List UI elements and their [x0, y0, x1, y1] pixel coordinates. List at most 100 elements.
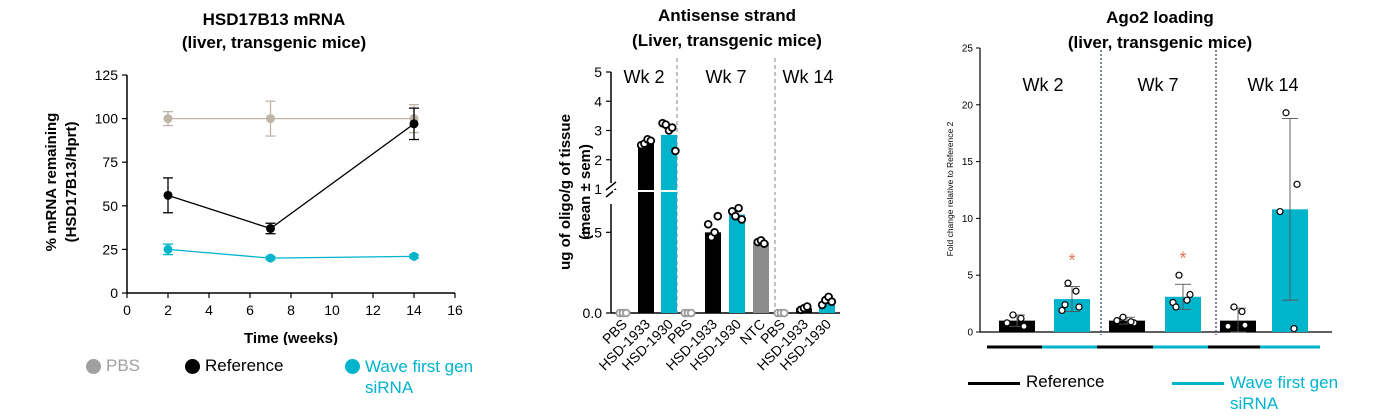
y-tick-label: 25 [962, 44, 974, 55]
bar [705, 232, 721, 313]
group-label: Wk 14 [1247, 75, 1298, 95]
data-point [737, 215, 747, 224]
legend-label: PBS [106, 356, 141, 375]
data-point [1238, 307, 1246, 316]
legend-label: Wave first gen siRNA [1230, 372, 1338, 414]
group-label: Wk 2 [623, 67, 664, 87]
axis-break-gap [613, 190, 840, 192]
legend-label-line-2: siRNA [1230, 394, 1279, 413]
data-point [1183, 296, 1191, 304]
y-tick-label: 100 [95, 111, 119, 127]
bar [819, 303, 835, 313]
data-point [1020, 322, 1028, 330]
y-tick-label: 15 [962, 157, 974, 168]
group-label: Wk 7 [1137, 75, 1178, 95]
reference-line-icon [968, 382, 1020, 385]
legend-item-wave: Wave first gen siRNA [345, 356, 473, 398]
y-tick-label: 75 [102, 154, 118, 170]
legend-item-reference: Reference [968, 372, 1104, 392]
data-point [1175, 271, 1183, 279]
legend-item-reference: Reference [185, 356, 283, 376]
bar [638, 142, 654, 313]
y-tick-label: 3 [594, 123, 602, 139]
y-axis-label: ug of oligo/g of tissue [557, 114, 574, 270]
bar [753, 242, 769, 313]
data-point [1058, 306, 1066, 315]
data-point [1009, 311, 1017, 319]
hsd17b13-mrna-chart: HSD17B13 mRNA (liver, transgenic mice) 0… [43, 10, 463, 345]
legend-label: Reference [1026, 372, 1105, 391]
y-axis-label: Fold change relative to Reference 2 [945, 121, 955, 256]
data-point [779, 308, 789, 318]
y-tick-label: 20 [962, 100, 974, 111]
pbs-marker-icon [86, 359, 101, 374]
data-point [1127, 318, 1135, 326]
legend-label: Reference [205, 356, 284, 375]
data-point [1290, 324, 1298, 333]
data-point [1282, 109, 1290, 117]
data-point [1293, 180, 1301, 188]
y-tick-label: 5 [594, 64, 602, 80]
reference-marker-icon [185, 359, 200, 374]
legend-label-line-1: Wave first gen [1230, 373, 1339, 392]
data-point [163, 114, 173, 124]
data-point [1276, 207, 1284, 216]
ago2-loading-chart: Ago2 loading (liver, transgenic mice) 0 5… [945, 8, 1332, 349]
chart-title: Ago2 loading [1106, 8, 1214, 27]
data-point [1241, 321, 1249, 329]
legend-label-line-1: Wave first gen [365, 357, 474, 376]
chart-subtitle: (liver, transgenic mice) [182, 33, 366, 52]
group-label: Wk 2 [1022, 75, 1063, 95]
bar [1109, 320, 1145, 332]
x-tick-label: 12 [365, 302, 381, 318]
data-point [703, 219, 713, 229]
y-tick-label: 10 [962, 214, 974, 225]
data-point [1075, 303, 1083, 311]
data-point [266, 253, 275, 263]
group-label: Wk 7 [705, 67, 746, 87]
y-tick-label: 0 [967, 328, 973, 339]
data-point [827, 297, 837, 307]
data-point [1017, 314, 1025, 322]
legend-label: Wave first gen siRNA [365, 356, 473, 398]
data-point [671, 146, 680, 156]
chart-subtitle: (liver, transgenic mice) [1068, 33, 1252, 52]
axis-break-mark [605, 181, 617, 191]
data-point [621, 308, 631, 318]
data-point [1119, 313, 1127, 321]
data-point [1230, 303, 1238, 311]
group-label: Wk 14 [782, 67, 833, 87]
series-line [167, 123, 415, 230]
data-point [1186, 290, 1194, 299]
data-point [713, 211, 723, 221]
bar [729, 214, 745, 313]
data-point [759, 239, 769, 248]
data-point [163, 190, 173, 200]
x-tick-label: 2 [164, 302, 172, 318]
legend-item-wave: Wave first gen siRNA [1172, 372, 1338, 414]
x-tick-label: 16 [447, 302, 463, 318]
y-tick-label: 0.0 [583, 305, 603, 321]
y-tick-label: 0 [110, 285, 118, 301]
data-point [802, 302, 812, 311]
y-tick-label: 25 [102, 241, 118, 257]
x-tick-label: 6 [246, 302, 254, 318]
data-point [266, 114, 275, 124]
x-tick-label: 14 [406, 302, 422, 318]
significance-asterisk: * [1179, 248, 1186, 268]
antisense-strand-chart: Antisense strand (Liver, transgenic mice… [557, 6, 840, 373]
y-tick-label: 50 [102, 198, 118, 214]
chart-subtitle: (Liver, transgenic mice) [632, 31, 822, 50]
chart-title: HSD17B13 mRNA [203, 10, 346, 29]
y-axis-label-2: (mean ± sem) [577, 144, 594, 240]
data-point [646, 136, 656, 146]
y-tick-label: 125 [95, 67, 119, 83]
data-point [686, 308, 696, 318]
data-point [710, 228, 719, 237]
data-point [731, 211, 740, 221]
data-point [1072, 287, 1080, 295]
y-tick-label: 1 [594, 181, 602, 197]
chart-title: Antisense strand [658, 6, 796, 25]
data-point [409, 251, 419, 261]
y-axis-label: % mRNA remaining [43, 113, 60, 252]
